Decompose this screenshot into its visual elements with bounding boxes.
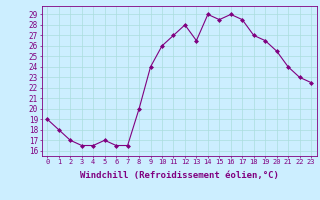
X-axis label: Windchill (Refroidissement éolien,°C): Windchill (Refroidissement éolien,°C) [80, 171, 279, 180]
